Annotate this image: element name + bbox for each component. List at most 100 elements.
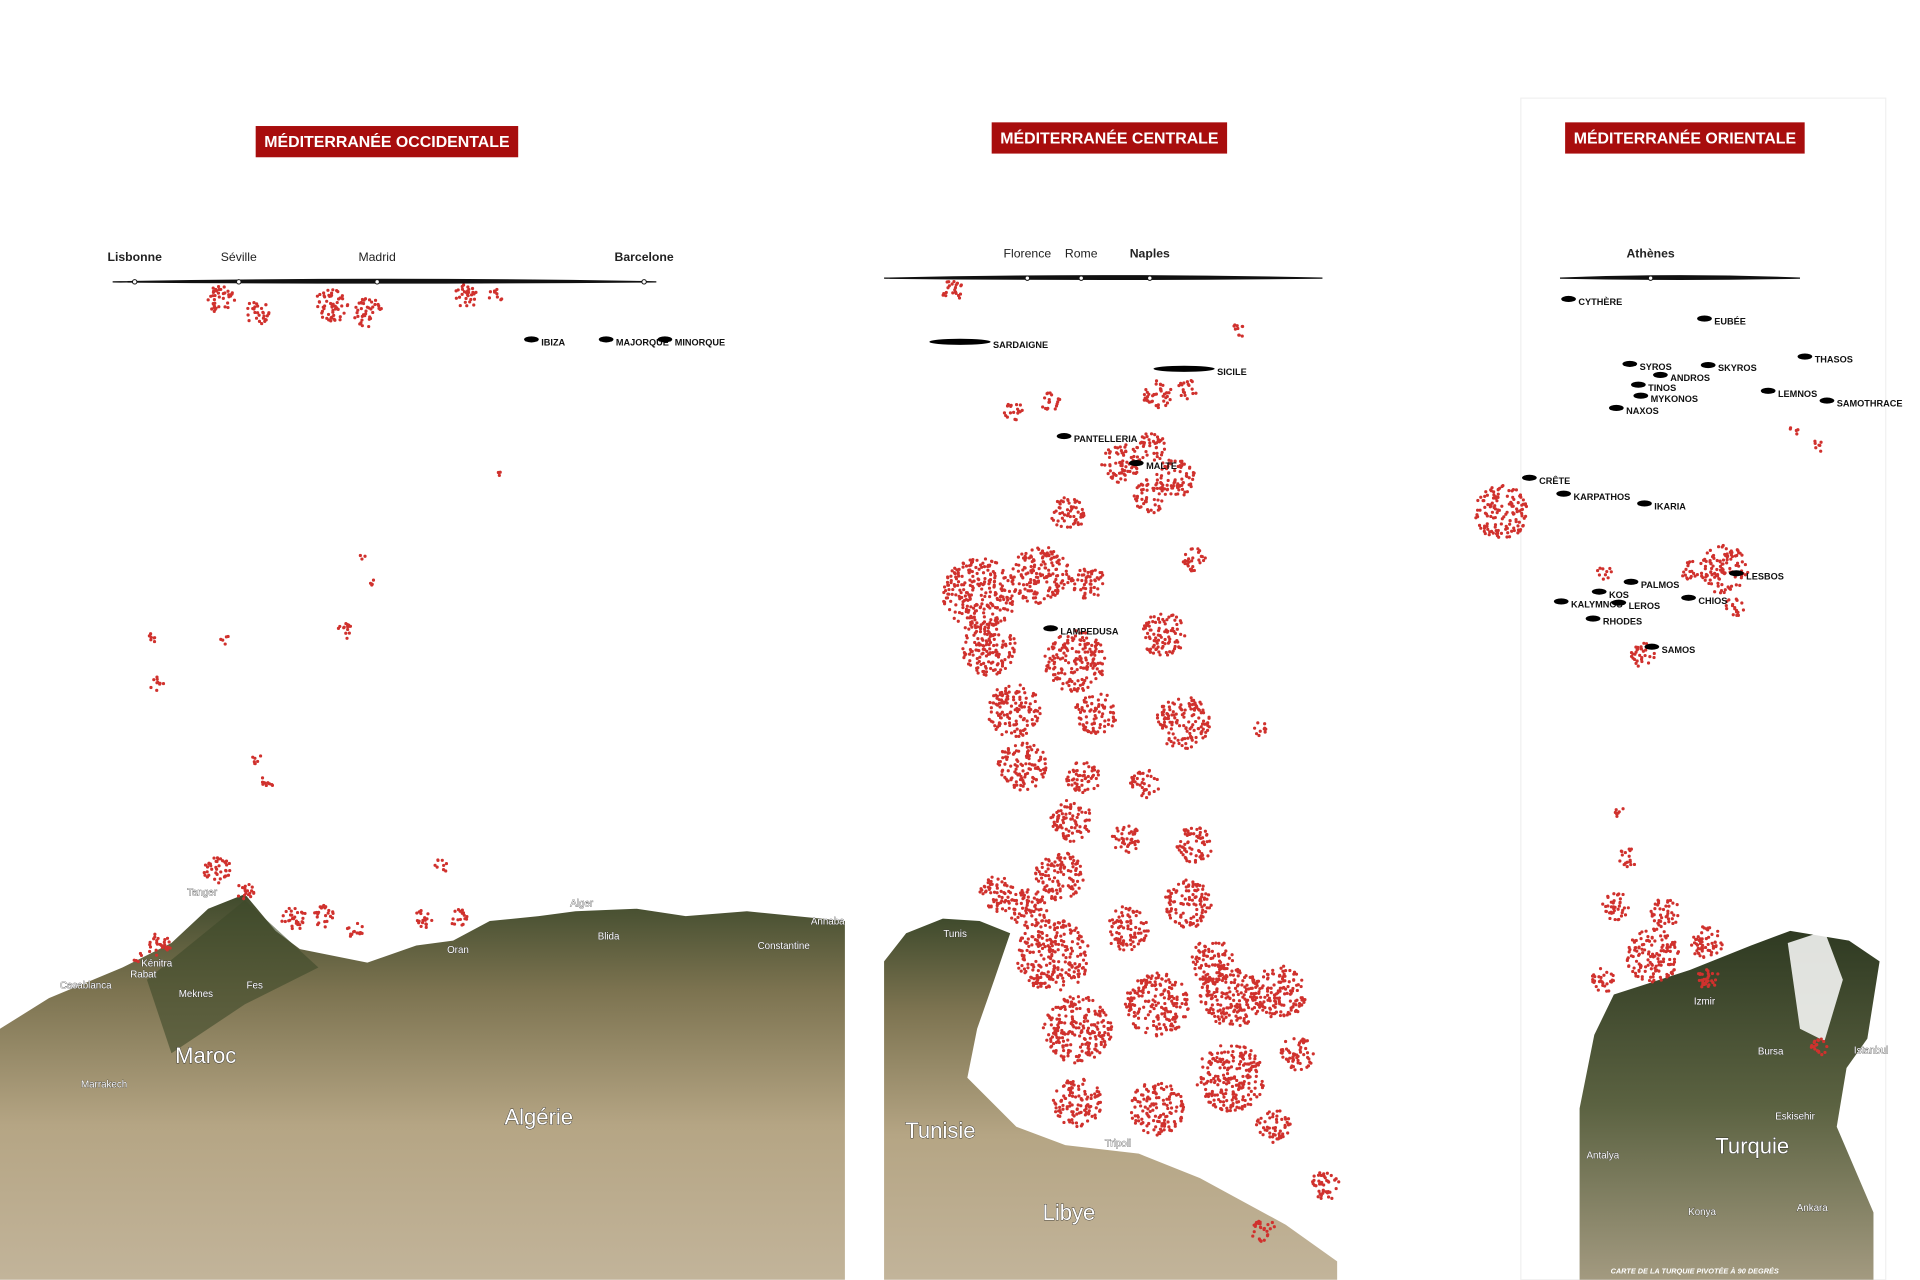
panel-title: MÉDITERRANÉE ORIENTALE (1574, 128, 1796, 147)
mountains (146, 900, 319, 1054)
island-label: CHIOS (1698, 596, 1727, 606)
island-shape (1622, 360, 1638, 367)
island-label: MAJORQUE (616, 338, 669, 348)
title-box (991, 122, 1228, 154)
island-label: SKYROS (1718, 363, 1757, 373)
coast-profile (112, 278, 657, 284)
city-marker (236, 279, 242, 285)
city-label: Madrid (358, 250, 396, 264)
island-shape (1819, 397, 1835, 404)
sea-marmara (1787, 930, 1843, 1042)
coast-profile (884, 275, 1323, 280)
place-label: Tunis (943, 929, 967, 940)
city-marker (1147, 275, 1153, 281)
island-shape (1153, 365, 1215, 372)
island-shape (1760, 387, 1776, 394)
country-label: Maroc (175, 1043, 236, 1068)
island-shape (598, 336, 614, 343)
city-marker (641, 279, 647, 285)
country-label: Tunisie (905, 1118, 975, 1143)
island-shape (1553, 598, 1569, 605)
coast-profile (1559, 275, 1801, 280)
island-shape (1128, 460, 1144, 467)
place-label: Ankara (1797, 1203, 1829, 1214)
island-label: TINOS (1648, 383, 1676, 393)
island-shape (1556, 490, 1572, 497)
city-label: Naples (1130, 246, 1170, 260)
title-box (255, 126, 519, 158)
island-shape (1637, 500, 1652, 507)
island-shape (1728, 570, 1744, 577)
panel-title: MÉDITERRANÉE OCCIDENTALE (264, 132, 509, 151)
place-label: Casablanca (60, 980, 112, 991)
island-shape (929, 338, 991, 345)
place-label: Alger (570, 898, 594, 909)
city-marker (131, 279, 138, 285)
country-label: Algérie (504, 1104, 573, 1129)
place-label: Rabat (130, 969, 156, 980)
island-label: LEROS (1629, 601, 1661, 611)
city-label: Lisbonne (108, 250, 163, 264)
island-shape (1623, 578, 1639, 585)
island-label: SICILE (1217, 367, 1247, 377)
city-label: Florence (1004, 246, 1052, 260)
island-shape (1681, 594, 1696, 601)
land-tunisia-libya (884, 918, 1338, 1280)
island-label: RHODES (1603, 617, 1642, 627)
place-label: Istanbul (1854, 1045, 1888, 1056)
country-label: Libye (1043, 1200, 1096, 1225)
labels: MÉDITERRANÉE OCCIDENTALE Lisbonne Séville M… (60, 122, 1903, 1276)
place-label: Blida (598, 931, 620, 942)
island-shape (1653, 371, 1668, 378)
place-label: Marrakech (81, 1080, 127, 1091)
island-label: NAXOS (1626, 406, 1659, 416)
country-label: Turquie (1715, 1134, 1789, 1159)
place-label: Constantine (758, 941, 810, 952)
island-label: CRÊTE (1539, 475, 1570, 486)
island-shape (657, 336, 673, 343)
island-label: PALMOS (1641, 580, 1680, 590)
island-shape (1611, 599, 1627, 606)
place-label: Kénitra (141, 958, 173, 969)
island-label: PANTELLERIA (1074, 434, 1138, 444)
place-label: Annaba (811, 917, 845, 928)
place-label: Izmir (1694, 996, 1716, 1007)
island-shape (1631, 381, 1646, 388)
island-label: LESBOS (1746, 571, 1784, 581)
city-marker (1078, 275, 1084, 281)
island-label: KOS (1609, 590, 1629, 600)
island-label: CYTHÈRE (1578, 297, 1622, 307)
island-shape (1633, 392, 1649, 399)
title-box (1565, 122, 1805, 154)
place-label: Konya (1688, 1207, 1716, 1218)
island-label: SAMOTHRACE (1837, 399, 1903, 409)
map-note: CARTE DE LA TURQUIE PIVOTÉE À 90 DEGRÉS (1611, 1267, 1779, 1276)
island-shape (1522, 474, 1537, 481)
island-label: IKARIA (1654, 502, 1686, 512)
island-label: EUBÉE (1714, 317, 1746, 327)
terrain (0, 894, 1880, 1280)
island-label: SAMOS (1662, 645, 1696, 655)
island-shape (524, 336, 539, 343)
city-marker (374, 279, 380, 285)
island-label: MYKONOS (1651, 394, 1698, 404)
island-label: LAMPEDUSA (1060, 626, 1118, 636)
panel-title: MÉDITERRANÉE CENTRALE (1000, 128, 1218, 147)
island-shape (1644, 643, 1660, 650)
place-label: Oran (447, 945, 469, 956)
place-label: Tripoli (1105, 1138, 1131, 1149)
island-label: IBIZA (541, 338, 565, 348)
island-label: SYROS (1640, 362, 1672, 372)
island-shape (1797, 353, 1813, 360)
island-label: THASOS (1815, 355, 1853, 365)
city-marker (1647, 275, 1654, 281)
island-shape (1585, 615, 1601, 622)
island-label: MINORQUE (675, 338, 725, 348)
island-label: KALYMNOS (1571, 600, 1623, 610)
city-label: Athènes (1626, 246, 1674, 260)
island-shape (1561, 295, 1576, 303)
island-label: KARPATHOS (1573, 492, 1630, 502)
island-shape (1608, 404, 1624, 412)
island-shape (1700, 362, 1716, 369)
island-shape (1591, 588, 1607, 595)
